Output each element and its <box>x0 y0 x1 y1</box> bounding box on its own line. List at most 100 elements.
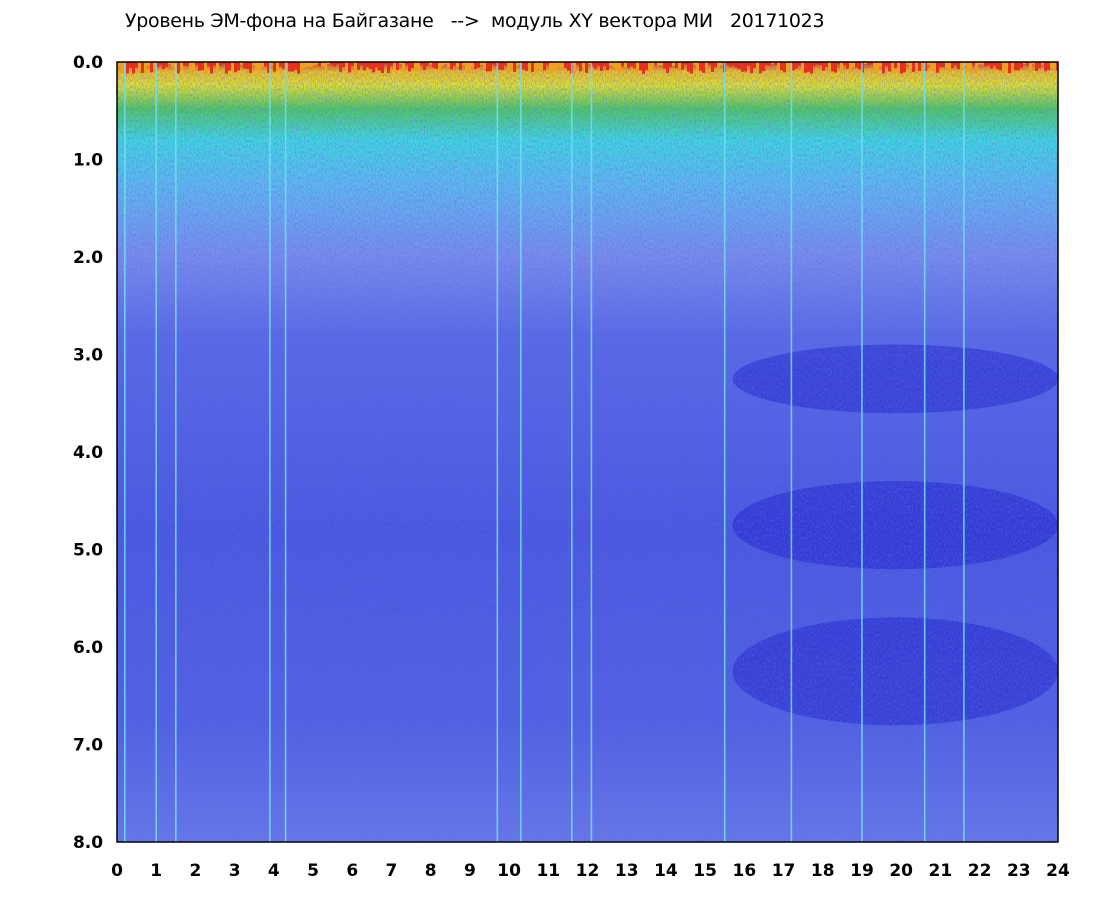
top-fringe-mark <box>207 62 210 67</box>
plot-area <box>116 61 1059 843</box>
x-tick-label: 11 <box>536 861 560 881</box>
top-fringe-mark <box>633 62 636 69</box>
top-fringe-mark <box>780 62 783 71</box>
top-fringe-mark <box>210 62 213 74</box>
top-fringe-mark <box>120 62 123 74</box>
top-fringe-mark <box>576 62 579 65</box>
top-fringe-mark <box>1047 62 1050 70</box>
y-tick-label: 7.0 <box>73 736 103 756</box>
top-fringe-mark <box>390 62 393 66</box>
top-fringe-mark <box>156 62 159 68</box>
top-fringe-mark <box>300 62 303 74</box>
top-fringe-mark <box>252 62 255 66</box>
top-fringe-mark <box>231 62 234 73</box>
top-fringe-mark <box>363 62 366 71</box>
top-fringe-mark <box>513 62 516 72</box>
top-fringe-mark <box>324 62 327 71</box>
top-fringe-mark <box>729 62 732 67</box>
top-fringe-mark <box>303 62 306 69</box>
top-fringe-mark <box>834 62 837 73</box>
top-fringe-mark <box>258 62 261 72</box>
top-fringe-mark <box>1002 62 1005 74</box>
top-fringe-mark <box>894 62 897 69</box>
top-fringe-mark <box>693 62 696 65</box>
top-fringe-mark <box>828 62 831 71</box>
x-tick-label: 13 <box>615 861 639 881</box>
top-fringe-mark <box>228 62 231 71</box>
top-fringe-mark <box>813 62 816 66</box>
top-fringe-mark <box>669 62 672 68</box>
top-fringe-mark <box>351 62 354 66</box>
top-fringe-mark <box>1023 62 1026 65</box>
top-fringe-mark <box>906 62 909 65</box>
top-fringe-mark <box>1038 62 1041 69</box>
top-fringe-mark <box>948 62 951 73</box>
top-fringe-mark <box>387 62 390 74</box>
top-fringe-mark <box>1011 62 1014 73</box>
top-fringe-mark <box>972 62 975 65</box>
top-fringe-mark <box>420 62 423 65</box>
top-fringe-mark <box>378 62 381 71</box>
top-fringe-mark <box>897 62 900 74</box>
top-fringe-mark <box>867 62 870 65</box>
top-fringe-mark <box>798 62 801 66</box>
top-fringe-mark <box>606 62 609 71</box>
x-tick-label: 16 <box>732 861 756 881</box>
top-fringe-mark <box>756 62 759 70</box>
y-tick-label: 2.0 <box>73 248 103 268</box>
y-tick-label: 1.0 <box>73 151 103 171</box>
top-fringe-mark <box>1008 62 1011 74</box>
top-fringe-mark <box>474 62 477 70</box>
top-fringe-mark <box>342 62 345 68</box>
top-fringe-mark <box>333 62 336 67</box>
top-fringe-mark <box>990 62 993 69</box>
chart-title: Уровень ЭМ-фона на Байгазане --> модуль … <box>125 10 825 32</box>
top-fringe-mark <box>765 62 768 66</box>
top-fringe-mark <box>330 62 333 65</box>
top-fringe-mark <box>672 62 675 66</box>
top-fringe-mark <box>384 62 387 65</box>
top-fringe-mark <box>900 62 903 74</box>
top-fringe-mark <box>393 62 396 72</box>
top-fringe-mark <box>201 62 204 70</box>
x-tick-label: 9 <box>464 861 476 881</box>
top-fringe-mark <box>357 62 360 70</box>
top-fringe-mark <box>1050 62 1053 69</box>
top-fringe-mark <box>747 62 750 66</box>
top-fringe-mark <box>1005 62 1008 70</box>
top-fringe-mark <box>648 62 651 73</box>
top-fringe-mark <box>282 62 285 69</box>
top-fringe-mark <box>708 62 711 65</box>
top-fringe-mark <box>777 62 780 74</box>
top-fringe-mark <box>759 62 762 74</box>
top-fringe-mark <box>213 62 216 66</box>
top-fringe-mark <box>312 62 315 66</box>
top-fringe-mark <box>903 62 906 73</box>
top-fringe-mark <box>783 62 786 73</box>
top-fringe-mark <box>456 62 459 67</box>
top-fringe-mark <box>1056 62 1058 71</box>
top-fringe-mark <box>663 62 666 69</box>
top-fringe-mark <box>549 62 552 73</box>
x-tick-label: 24 <box>1046 861 1070 881</box>
top-fringe-mark <box>510 62 513 70</box>
top-fringe-mark <box>558 62 561 68</box>
top-fringe-mark <box>603 62 606 66</box>
top-fringe-mark <box>195 62 198 65</box>
top-fringe-mark <box>216 62 219 70</box>
top-fringe-mark <box>402 62 405 72</box>
top-fringe-mark <box>912 62 915 73</box>
top-fringe-mark <box>381 62 384 74</box>
heatmap-content <box>117 62 1058 842</box>
top-fringe-mark <box>942 62 945 67</box>
top-fringe-mark <box>807 62 810 72</box>
top-fringe-mark <box>609 62 612 66</box>
top-fringe-mark <box>768 62 771 66</box>
top-fringe-mark <box>726 62 729 65</box>
top-fringe-mark <box>927 62 930 65</box>
top-fringe-mark <box>255 62 258 71</box>
top-fringe-mark <box>480 62 483 66</box>
top-fringe-mark <box>930 62 933 72</box>
top-fringe-mark <box>588 62 591 65</box>
top-fringe-mark <box>531 62 534 72</box>
